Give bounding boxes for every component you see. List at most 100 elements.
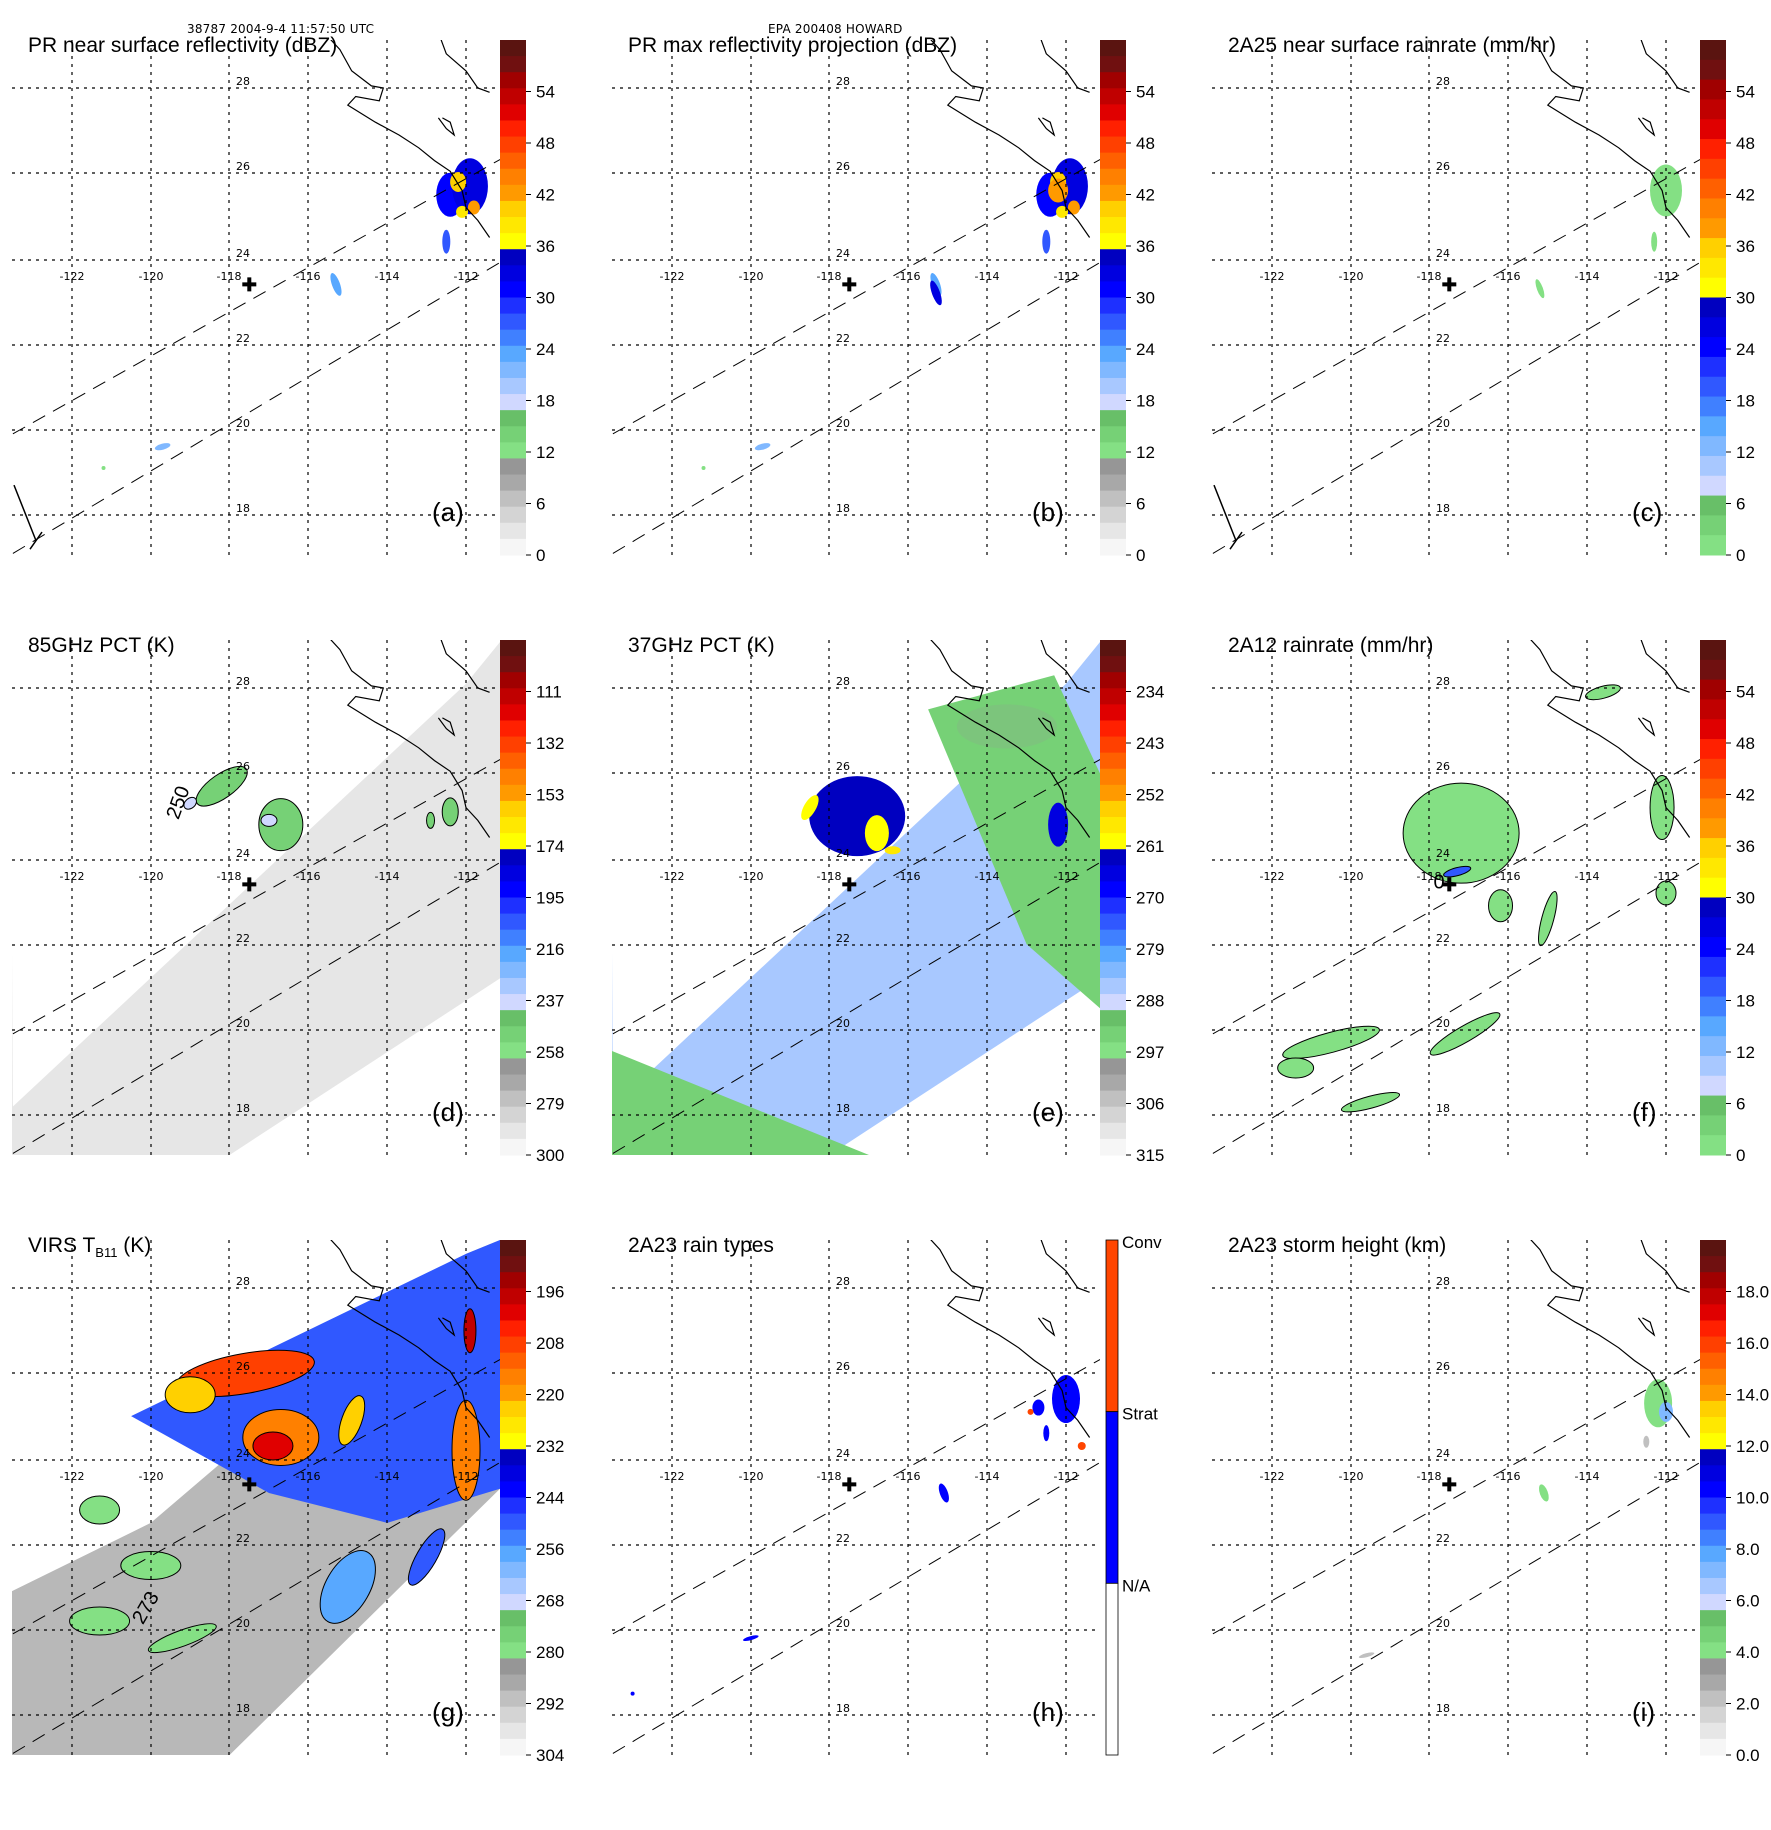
colorbar-swatch	[1100, 945, 1126, 963]
latitude-label: 18	[836, 1102, 850, 1115]
longitude-label: -116	[896, 1470, 921, 1483]
colorbar-swatch	[1700, 1055, 1726, 1077]
colorbar-swatch	[500, 768, 526, 786]
colorbar-tick-label: 48	[536, 134, 555, 153]
colorbar-swatch	[500, 1529, 526, 1547]
colorbar-tick-label: 8.0	[1736, 1540, 1760, 1559]
colorbar-swatch	[500, 1384, 526, 1402]
colorbar-swatch	[500, 1610, 526, 1627]
colorbar-swatch	[500, 104, 526, 121]
colorbar-swatch	[1700, 99, 1726, 120]
longitude-label: -114	[375, 1470, 400, 1483]
colorbar-tick-label: 18	[1736, 392, 1755, 411]
colorbar-swatch	[1100, 281, 1126, 298]
colorbar-tick-label: 12	[536, 443, 555, 462]
panel-a: 28 26 24 22 20 18 -122 -120 -118 -116 -114 -112 54 48…	[0, 30, 590, 630]
precip-feature	[252, 1431, 294, 1461]
longitude-label: -114	[375, 270, 400, 283]
colorbar-tick-label: 30	[1136, 289, 1155, 308]
coastline	[1050, 3, 1086, 37]
colorbar-swatch	[1100, 656, 1126, 673]
colorbar-swatch	[500, 506, 526, 524]
colorbar-swatch	[500, 1417, 526, 1434]
colorbar-swatch	[1700, 1722, 1726, 1740]
latitude-label: 26	[1436, 160, 1450, 173]
colorbar-swatch	[500, 72, 526, 89]
colorbar-swatch	[1100, 881, 1126, 898]
colorbar-swatch	[500, 640, 526, 657]
map-c: 28 26 24 22 20 18 -122 -120 -118 -116 -114 -112 54 48…	[1212, 40, 1755, 565]
colorbar-swatch	[1700, 1706, 1726, 1724]
coastline	[1637, 1317, 1656, 1337]
storm-center-plus-icon	[842, 1477, 857, 1492]
colorbar-swatch	[500, 1674, 526, 1692]
colorbar-tick-label: 54	[1736, 83, 1755, 102]
coastline	[1637, 717, 1656, 737]
colorbar-swatch	[1100, 88, 1126, 105]
colorbar-tick-label: 24	[536, 340, 555, 359]
colorbar-swatch	[500, 1577, 526, 1595]
precip-feature	[1077, 1441, 1086, 1450]
colorbar-tick-label: 306	[1136, 1095, 1164, 1114]
colorbar-swatch	[500, 752, 526, 770]
precip-feature	[463, 1308, 477, 1354]
latitude-label: 28	[1436, 1275, 1450, 1288]
colorbar-swatch	[1700, 818, 1726, 839]
precip-feature	[1655, 880, 1677, 906]
colorbar-swatch	[1100, 994, 1126, 1011]
colorbar-tick-label: 6	[1736, 495, 1745, 514]
colorbar-swatch	[500, 152, 526, 170]
longitude-label: -114	[1575, 870, 1600, 883]
pr-swath-edge	[1212, 758, 1700, 1035]
colorbar-not-applicable	[1105, 1582, 1119, 1756]
coastline	[1530, 1240, 1691, 1438]
colorbar-swatch	[1100, 136, 1126, 154]
panel-title: 85GHz PCT (K)	[28, 634, 175, 657]
pr-swath-edge	[1212, 158, 1700, 435]
colorbar-swatch	[1100, 313, 1126, 331]
colorbar-swatch	[1700, 897, 1726, 918]
latitude-label: 28	[1436, 675, 1450, 688]
colorbar-swatch	[500, 88, 526, 105]
precip-feature	[1535, 279, 1545, 299]
longitude-label: -112	[1054, 870, 1079, 883]
colorbar-swatch	[1100, 865, 1126, 882]
colorbar-swatch	[1100, 506, 1126, 524]
colorbar-tick-label: 36	[536, 237, 555, 256]
longitude-label: -122	[1260, 270, 1285, 283]
precip-feature	[1282, 1025, 1380, 1060]
colorbar-swatch	[1100, 377, 1126, 395]
colorbar-swatch	[500, 442, 526, 459]
longitude-label: -114	[1575, 1470, 1600, 1483]
colorbar-swatch	[1700, 857, 1726, 879]
colorbar-tick-label: 18	[1136, 392, 1155, 411]
colorbar-swatch	[1700, 1036, 1726, 1057]
colorbar-swatch	[1700, 356, 1726, 378]
latitude-label: 26	[236, 160, 250, 173]
colorbar-swatch	[500, 40, 526, 57]
longitude-label: -112	[454, 870, 479, 883]
colorbar-swatch	[1100, 329, 1126, 347]
colorbar-swatch	[500, 377, 526, 395]
panel-g: 28 26 24 22 20 18 -122 -120 -118 -116 -114 -112 273 1…	[0, 1230, 590, 1830]
colorbar-tick-label: 300	[536, 1146, 564, 1165]
coastline	[1640, 1240, 1690, 1293]
latitude-label: 28	[836, 75, 850, 88]
panel-h: 28 26 24 22 20 18 -122 -120 -118 -116 -114 -112 Conv…	[600, 1230, 1190, 1830]
colorbar-swatch	[1700, 838, 1726, 859]
colorbar-tick-label: 36	[1136, 237, 1155, 256]
coastline	[1037, 717, 1056, 737]
colorbar-swatch	[500, 1626, 526, 1643]
colorbar-tick-label: 54	[536, 83, 555, 102]
colorbar-swatch	[1100, 913, 1126, 931]
colorbar-swatch	[1100, 217, 1126, 234]
panel-f: 28 26 24 22 20 18 -122 -120 -118 -116 -114 -112 0 54 4…	[1200, 630, 1771, 1230]
coastline	[1037, 1317, 1056, 1337]
colorbar-tick-label: 0	[1736, 546, 1745, 565]
colorbar-tick-label: 280	[536, 1643, 564, 1662]
panel-letter-label: (d)	[432, 1097, 464, 1127]
colorbar-swatch	[500, 56, 526, 73]
colorbar-swatch	[1700, 515, 1726, 536]
colorbar-swatch	[1700, 877, 1726, 898]
precip-feature	[195, 765, 248, 807]
